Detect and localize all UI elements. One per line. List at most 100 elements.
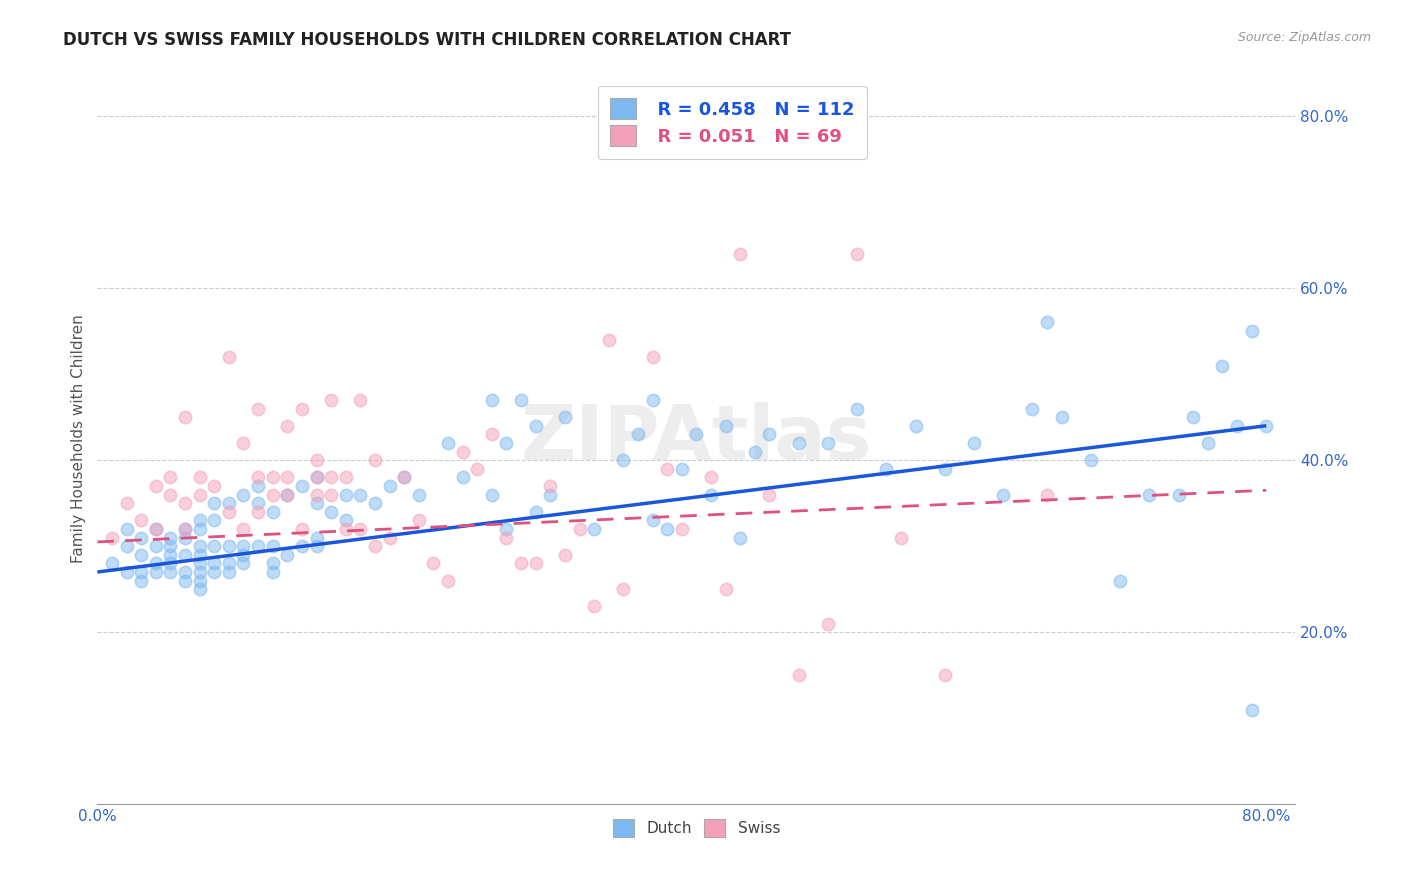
Point [481, 427, 503, 442]
Point [174, 574, 197, 588]
Point [554, 410, 576, 425]
Point [159, 531, 181, 545]
Point [510, 392, 533, 407]
Point [321, 392, 343, 407]
Point [305, 531, 328, 545]
Point [145, 565, 167, 579]
Point [641, 513, 664, 527]
Point [145, 539, 167, 553]
Point [904, 418, 927, 433]
Point [145, 557, 167, 571]
Point [276, 487, 298, 501]
Point [232, 522, 254, 536]
Point [817, 616, 839, 631]
Text: ZIPAtlas: ZIPAtlas [520, 401, 872, 475]
Point [1182, 410, 1205, 425]
Point [1021, 401, 1043, 416]
Point [218, 496, 240, 510]
Point [262, 470, 284, 484]
Point [202, 496, 225, 510]
Point [129, 548, 152, 562]
Point [875, 462, 897, 476]
Point [305, 453, 328, 467]
Point [202, 513, 225, 527]
Point [115, 522, 138, 536]
Point [129, 531, 152, 545]
Point [202, 479, 225, 493]
Point [846, 246, 869, 260]
Point [247, 496, 270, 510]
Point [232, 548, 254, 562]
Point [321, 487, 343, 501]
Point [188, 557, 211, 571]
Point [291, 401, 314, 416]
Point [232, 557, 254, 571]
Point [349, 487, 371, 501]
Point [481, 392, 503, 407]
Point [174, 522, 197, 536]
Point [262, 565, 284, 579]
Point [101, 531, 124, 545]
Point [758, 487, 780, 501]
Point [364, 496, 387, 510]
Point [145, 522, 167, 536]
Point [378, 479, 401, 493]
Point [524, 557, 547, 571]
Point [744, 444, 766, 458]
Point [1240, 324, 1263, 338]
Point [583, 522, 606, 536]
Point [568, 522, 591, 536]
Point [1167, 487, 1189, 501]
Point [364, 453, 387, 467]
Point [232, 487, 254, 501]
Point [451, 444, 474, 458]
Point [1050, 410, 1073, 425]
Point [262, 539, 284, 553]
Point [262, 505, 284, 519]
Point [758, 427, 780, 442]
Point [392, 470, 415, 484]
Point [524, 418, 547, 433]
Point [129, 513, 152, 527]
Point [1036, 316, 1059, 330]
Point [495, 436, 517, 450]
Point [787, 668, 810, 682]
Point [554, 548, 576, 562]
Point [188, 487, 211, 501]
Point [305, 539, 328, 553]
Point [524, 505, 547, 519]
Point [247, 505, 270, 519]
Point [538, 479, 561, 493]
Point [364, 539, 387, 553]
Point [262, 557, 284, 571]
Point [465, 462, 488, 476]
Point [188, 574, 211, 588]
Point [1036, 487, 1059, 501]
Point [641, 392, 664, 407]
Point [641, 350, 664, 364]
Point [291, 522, 314, 536]
Point [612, 453, 634, 467]
Point [218, 539, 240, 553]
Text: DUTCH VS SWISS FAMILY HOUSEHOLDS WITH CHILDREN CORRELATION CHART: DUTCH VS SWISS FAMILY HOUSEHOLDS WITH CH… [63, 31, 792, 49]
Point [437, 436, 460, 450]
Point [276, 548, 298, 562]
Point [993, 487, 1015, 501]
Point [1211, 359, 1233, 373]
Point [145, 479, 167, 493]
Point [159, 539, 181, 553]
Point [159, 548, 181, 562]
Point [291, 479, 314, 493]
Point [422, 557, 444, 571]
Point [188, 565, 211, 579]
Point [1256, 418, 1278, 433]
Point [276, 470, 298, 484]
Point [349, 522, 371, 536]
Point [657, 462, 679, 476]
Point [392, 470, 415, 484]
Point [305, 470, 328, 484]
Point [321, 505, 343, 519]
Point [495, 522, 517, 536]
Point [145, 522, 167, 536]
Point [188, 513, 211, 527]
